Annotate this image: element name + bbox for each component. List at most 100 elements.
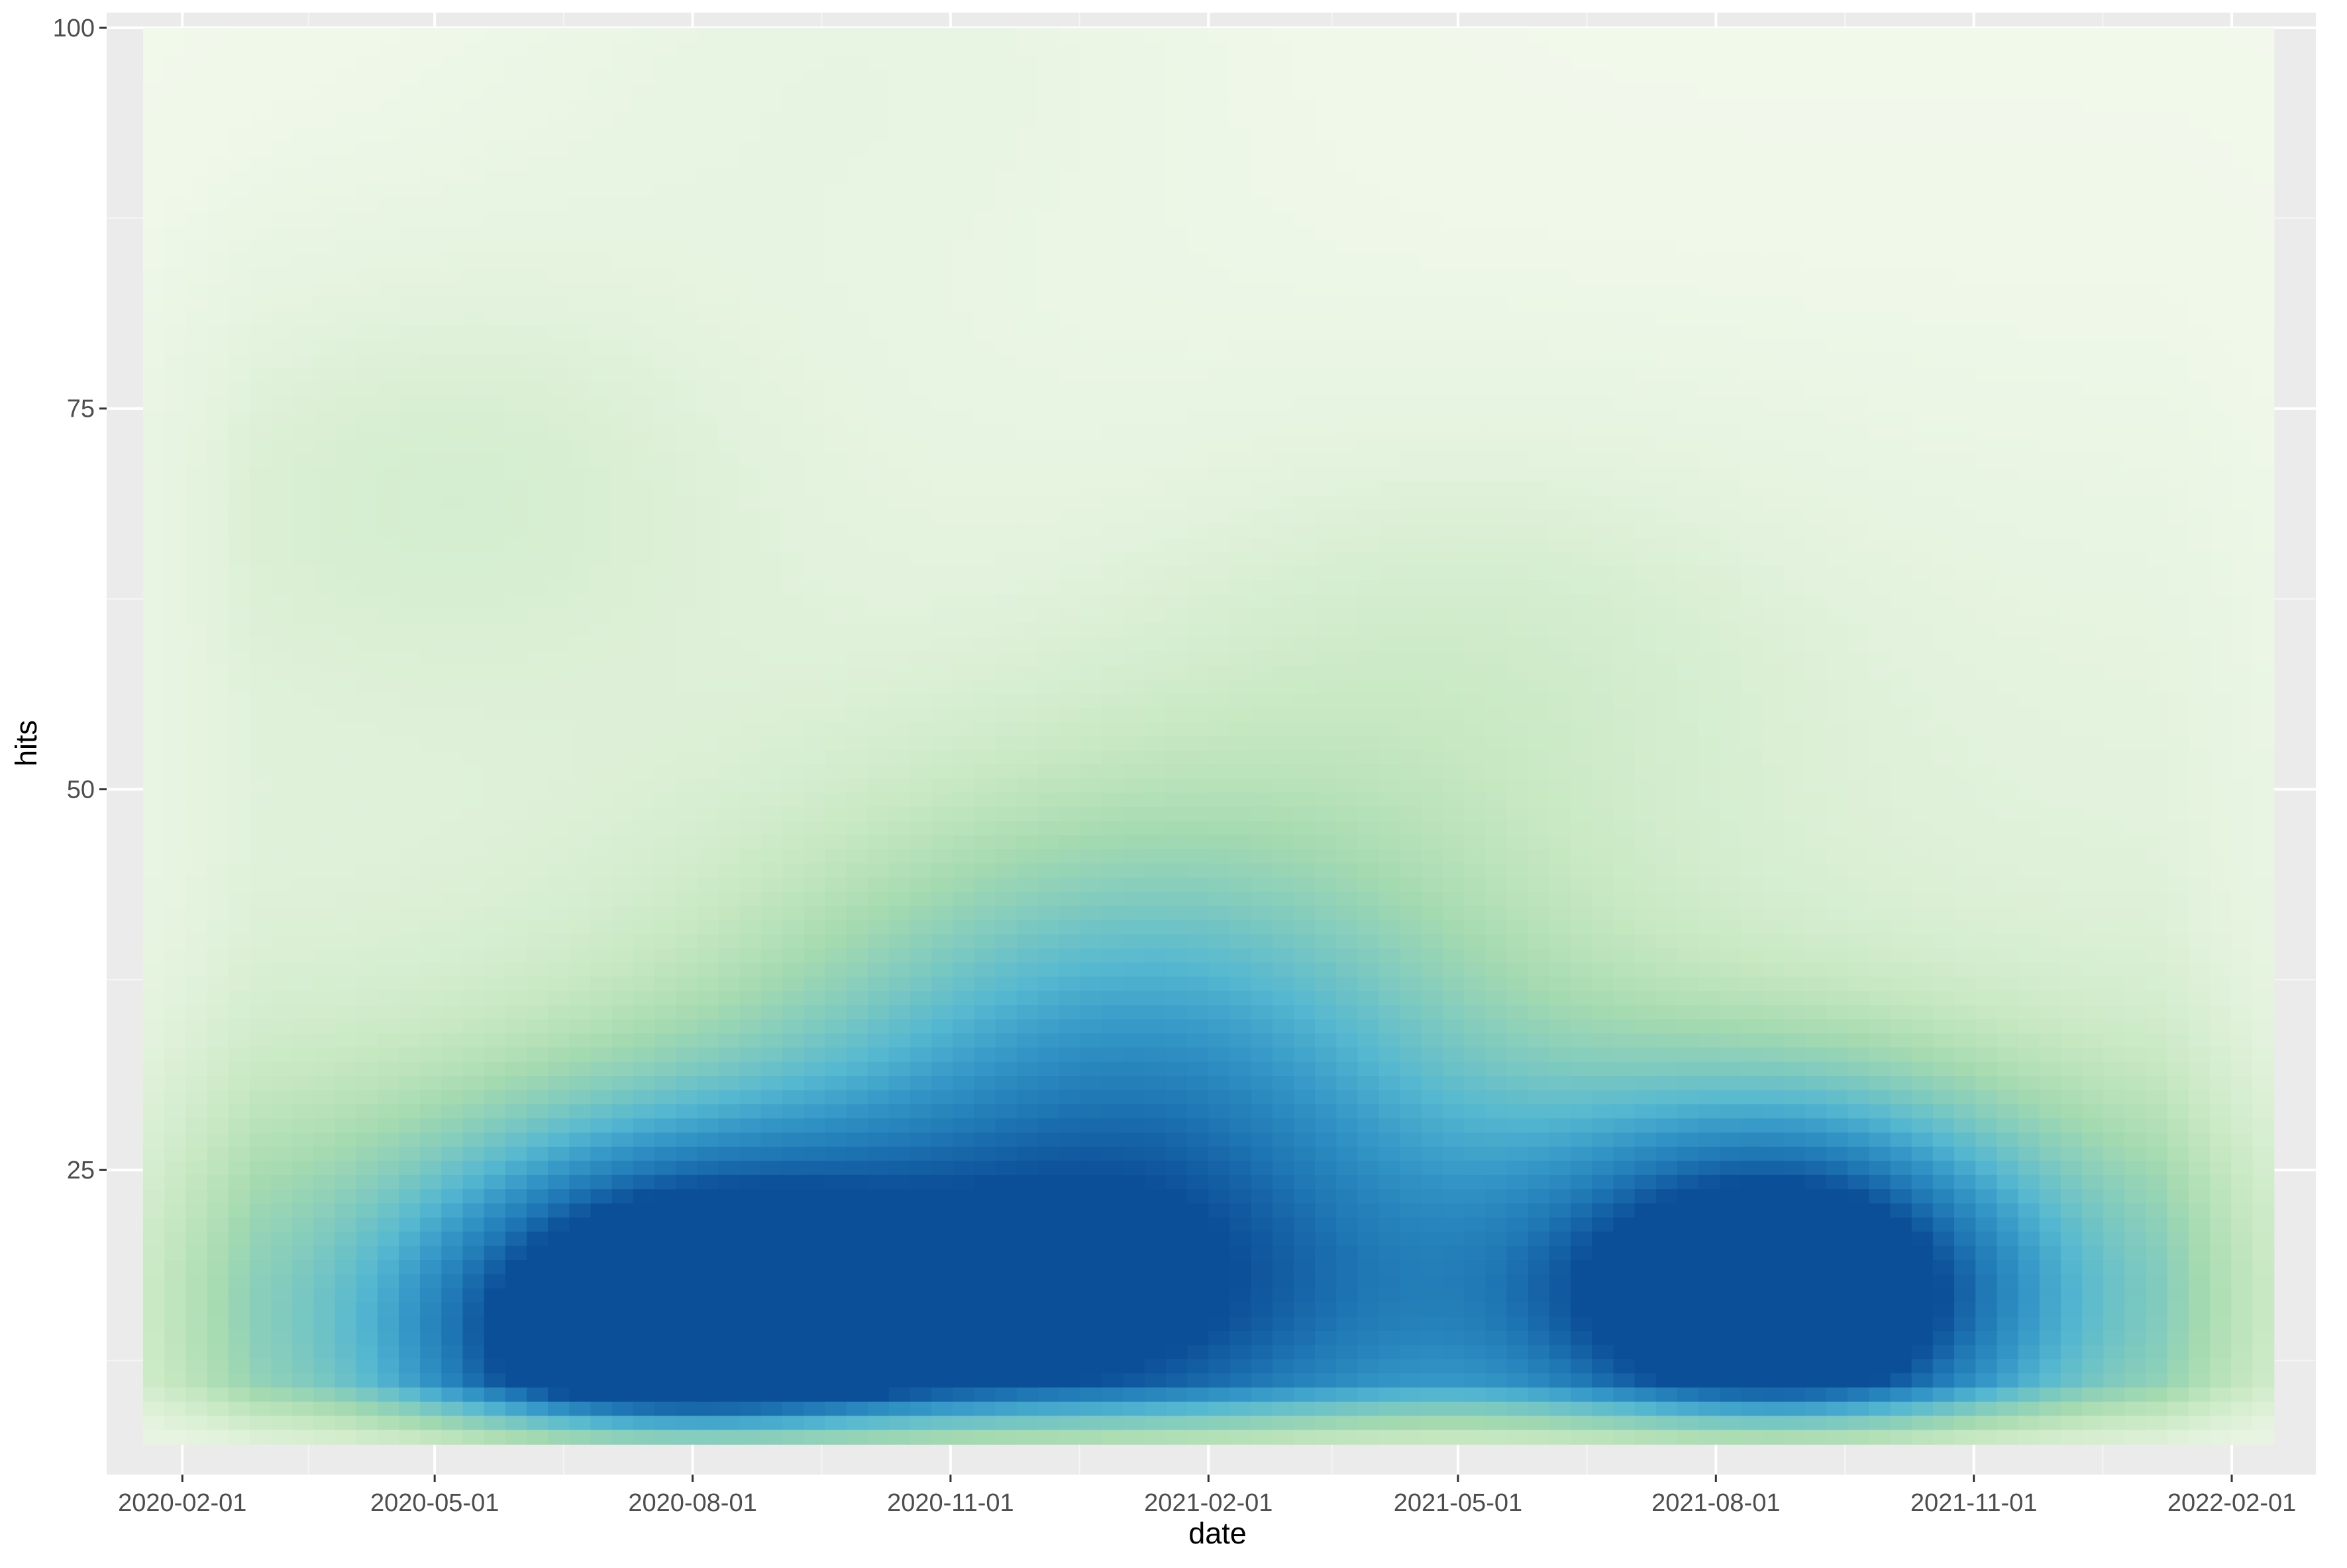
heatmap-cell <box>1528 425 1550 439</box>
heatmap-cell <box>1677 580 1699 595</box>
heatmap-cell <box>378 56 399 71</box>
heatmap-cell <box>1869 425 1891 439</box>
heatmap-cell <box>2082 198 2104 213</box>
heatmap-cell <box>1166 609 1188 623</box>
heatmap-cell <box>1528 566 1550 580</box>
heatmap-cell <box>2231 679 2253 694</box>
heatmap-cell <box>1933 212 1955 227</box>
heatmap-cell <box>2231 594 2253 609</box>
heatmap-cell <box>1187 113 1209 127</box>
heatmap-cell <box>825 566 847 580</box>
heatmap-cell <box>868 509 890 524</box>
heatmap-cell <box>1975 212 1997 227</box>
heatmap-cell <box>1273 594 1294 609</box>
heatmap-cell <box>654 127 676 142</box>
heatmap-cell <box>1400 452 1422 467</box>
heatmap-cell <box>1677 28 1699 42</box>
heatmap-cell <box>804 311 825 326</box>
heatmap-cell <box>505 439 527 453</box>
heatmap-cell <box>1720 325 1742 340</box>
heatmap-cell <box>1102 226 1123 240</box>
heatmap-cell <box>1869 523 1891 538</box>
heatmap-cell <box>1123 637 1145 651</box>
heatmap-cell <box>1975 141 1997 156</box>
heatmap-cell <box>590 155 612 170</box>
heatmap-cell <box>335 396 357 411</box>
heatmap-cell <box>1848 467 1869 482</box>
heatmap-cell <box>399 85 421 99</box>
heatmap-cell <box>782 28 804 42</box>
heatmap-cell <box>185 651 207 666</box>
heatmap-cell <box>1571 85 1592 99</box>
heatmap-cell <box>1571 283 1592 297</box>
heatmap-cell <box>2018 410 2040 425</box>
heatmap-cell <box>2189 99 2211 113</box>
heatmap-cell <box>996 311 1017 326</box>
heatmap-cell <box>1187 481 1209 496</box>
heatmap-cell <box>1954 113 1976 127</box>
heatmap-cell <box>1592 368 1614 382</box>
heatmap-cell <box>2189 268 2211 283</box>
heatmap-cell <box>2146 637 2168 651</box>
heatmap-cell <box>420 594 442 609</box>
heatmap-cell <box>207 425 229 439</box>
heatmap-cell <box>2210 382 2232 397</box>
heatmap-cell <box>1400 354 1422 368</box>
heatmap-cell <box>356 254 378 269</box>
heatmap-cell <box>1229 325 1251 340</box>
heatmap-cell <box>1933 566 1955 580</box>
heatmap-cell <box>2103 523 2125 538</box>
heatmap-cell <box>1422 538 1443 552</box>
heatmap-cell <box>292 28 314 42</box>
heatmap-cell <box>846 566 868 580</box>
heatmap-cell <box>1507 623 1529 637</box>
heatmap-cell <box>2231 183 2253 198</box>
heatmap-cell <box>1123 311 1145 326</box>
heatmap-cell <box>1997 552 2018 566</box>
heatmap-cell <box>229 410 250 425</box>
heatmap-cell <box>1698 368 1720 382</box>
heatmap-cell <box>1187 523 1209 538</box>
heatmap-cell <box>1763 623 1785 637</box>
heatmap-cell <box>953 452 974 467</box>
heatmap-cell <box>1208 509 1230 524</box>
heatmap-cell <box>1379 56 1401 71</box>
heatmap-cell <box>1848 311 1869 326</box>
heatmap-cell <box>2103 609 2125 623</box>
heatmap-cell <box>1571 694 1592 708</box>
heatmap-cell <box>420 452 442 467</box>
heatmap-cell <box>974 127 996 142</box>
heatmap-cell <box>505 382 527 397</box>
heatmap-cell <box>1123 425 1145 439</box>
heatmap-cell <box>825 297 847 311</box>
heatmap-cell <box>378 141 399 156</box>
heatmap-cell <box>2252 226 2274 240</box>
heatmap-cell <box>761 707 783 722</box>
heatmap-cell <box>590 240 612 255</box>
heatmap-cell <box>1443 679 1465 694</box>
heatmap-cell <box>910 538 932 552</box>
heatmap-cell <box>2146 396 2168 411</box>
heatmap-cell <box>1592 283 1614 297</box>
heatmap-cell <box>378 679 399 694</box>
heatmap-cell <box>1656 141 1678 156</box>
heatmap-cell <box>910 580 932 595</box>
heatmap-cell <box>1635 609 1657 623</box>
heatmap-cell <box>462 141 484 156</box>
heatmap-cell <box>399 99 421 113</box>
heatmap-cell <box>1698 396 1720 411</box>
heatmap-cell <box>335 42 357 56</box>
heatmap-cell <box>1891 509 1912 524</box>
heatmap-cell <box>1251 198 1273 213</box>
heatmap-cell <box>1273 609 1294 623</box>
heatmap-cell <box>889 56 911 71</box>
heatmap-cell <box>1145 694 1167 708</box>
heatmap-cell <box>1357 368 1379 382</box>
heatmap-cell <box>2082 665 2104 680</box>
heatmap-cell <box>931 382 953 397</box>
heatmap-cell <box>484 452 506 467</box>
heatmap-cell <box>782 42 804 56</box>
heatmap-cell <box>612 70 634 85</box>
heatmap-cell <box>1208 240 1230 255</box>
heatmap-cell <box>1187 368 1209 382</box>
